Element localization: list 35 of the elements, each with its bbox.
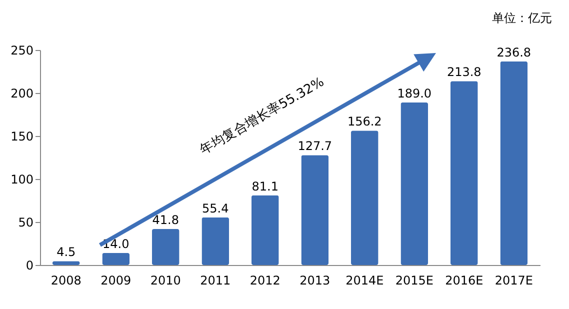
bar	[450, 81, 478, 265]
x-tick-label: 2014E	[346, 274, 384, 288]
data-label: 55.4	[202, 201, 229, 216]
data-label: 41.8	[152, 213, 179, 228]
text: 单位：亿元	[492, 11, 552, 25]
y-tick-label: 250	[10, 44, 34, 58]
bar	[102, 252, 130, 265]
x-tick-label: 2010	[150, 274, 181, 288]
x-tick-label: 2012	[250, 274, 280, 288]
x-tick-label: 2016E	[445, 274, 484, 288]
bar	[251, 195, 279, 265]
bar	[202, 217, 230, 265]
y-tick-label: 0	[26, 258, 34, 272]
y-tick-label: 50	[18, 216, 34, 230]
data-label: 4.5	[56, 245, 76, 260]
data-label: 189.0	[397, 86, 432, 100]
x-tick-label: 2009	[100, 274, 132, 288]
bar	[400, 102, 428, 265]
x-tick-label: 2008	[50, 274, 82, 288]
y-tick-label: 100	[10, 172, 34, 186]
bar	[301, 155, 329, 265]
bar	[350, 130, 378, 265]
data-label: 127.7	[298, 139, 332, 154]
x-tick-label: 2013	[300, 274, 330, 288]
y-tick-label: 150	[10, 130, 34, 144]
x-tick-label: 2015E	[395, 274, 434, 288]
data-label: 236.8	[496, 45, 532, 60]
y-tick-label: 200	[10, 86, 34, 100]
data-label: 213.8	[446, 65, 482, 80]
data-label: 156.2	[347, 114, 382, 129]
bar	[152, 229, 180, 265]
x-tick-label: 2017E	[494, 274, 533, 288]
bar	[500, 61, 528, 265]
x-tick-label: 2011	[200, 274, 231, 288]
data-label: 81.1	[252, 179, 278, 194]
